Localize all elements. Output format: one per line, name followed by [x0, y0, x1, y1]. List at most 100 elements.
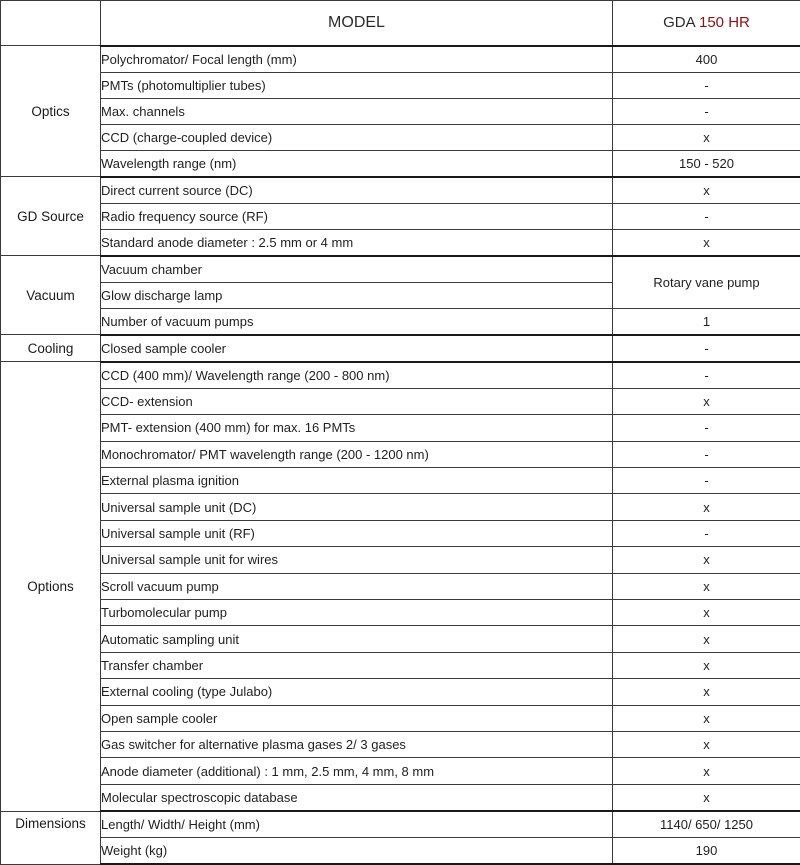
table-row: PMT- extension (400 mm) for max. 16 PMTs… [1, 415, 800, 441]
feature-label: Number of vacuum pumps [101, 308, 613, 335]
feature-label: Scroll vacuum pump [101, 573, 613, 599]
table-row: Wavelength range (nm)150 - 520 [1, 150, 800, 177]
feature-value: x [613, 758, 800, 784]
feature-label: Wavelength range (nm) [101, 150, 613, 177]
feature-value: - [613, 335, 800, 362]
feature-value: - [613, 415, 800, 441]
feature-value: x [613, 600, 800, 626]
feature-label: Anode diameter (additional) : 1 mm, 2.5 … [101, 758, 613, 784]
device-brand: GDA [663, 14, 695, 31]
feature-label: Turbomolecular pump [101, 600, 613, 626]
table-row: PMTs (photomultiplier tubes)- [1, 72, 800, 98]
header-device-label: GDA 150 HR [613, 1, 800, 46]
feature-label: Open sample cooler [101, 705, 613, 731]
feature-label: Closed sample cooler [101, 335, 613, 362]
feature-value: x [613, 731, 800, 757]
table-row: Standard anode diameter : 2.5 mm or 4 mm… [1, 229, 800, 256]
table-row: External cooling (type Julabo)x [1, 679, 800, 705]
feature-label: Standard anode diameter : 2.5 mm or 4 mm [101, 229, 613, 256]
feature-value: - [613, 468, 800, 494]
header-model-label: MODEL [101, 1, 613, 46]
device-model: 150 HR [699, 14, 750, 31]
section-group-cooling: Cooling [1, 335, 101, 362]
feature-label: CCD (400 mm)/ Wavelength range (200 - 80… [101, 362, 613, 389]
feature-value: x [613, 784, 800, 811]
feature-value: x [613, 229, 800, 256]
feature-value: Rotary vane pump [613, 256, 800, 309]
section-group-optics: Optics [1, 46, 101, 177]
feature-label: Max. channels [101, 98, 613, 124]
feature-value: x [613, 494, 800, 520]
feature-value: - [613, 72, 800, 98]
feature-value: 190 [613, 838, 800, 865]
feature-value: x [613, 679, 800, 705]
feature-label: PMT- extension (400 mm) for max. 16 PMTs [101, 415, 613, 441]
feature-label: Direct current source (DC) [101, 177, 613, 204]
feature-value: x [613, 652, 800, 678]
table-row: CCD (charge-coupled device)x [1, 124, 800, 150]
feature-label: Weight (kg) [101, 838, 613, 865]
feature-label: CCD- extension [101, 388, 613, 414]
feature-value: 150 - 520 [613, 150, 800, 177]
section-group-options: Options [1, 362, 101, 812]
feature-label: Radio frequency source (RF) [101, 203, 613, 229]
header-blank-cell [1, 1, 101, 46]
feature-label: Universal sample unit (RF) [101, 520, 613, 546]
feature-value: x [613, 547, 800, 573]
feature-label: Molecular spectroscopic database [101, 784, 613, 811]
section-group-gd-source: GD Source [1, 177, 101, 256]
feature-value: - [613, 203, 800, 229]
feature-label: Length/ Width/ Height (mm) [101, 811, 613, 838]
table-row: Weight (kg)190 [1, 838, 800, 865]
feature-value: - [613, 441, 800, 467]
feature-label: Universal sample unit (DC) [101, 494, 613, 520]
feature-label: External cooling (type Julabo) [101, 679, 613, 705]
table-row: Universal sample unit (RF)- [1, 520, 800, 546]
feature-label: External plasma ignition [101, 468, 613, 494]
feature-label: Gas switcher for alternative plasma gase… [101, 731, 613, 757]
table-row: Monochromator/ PMT wavelength range (200… [1, 441, 800, 467]
feature-value: x [613, 124, 800, 150]
feature-label: Automatic sampling unit [101, 626, 613, 652]
feature-value: x [613, 705, 800, 731]
table-row: Max. channels- [1, 98, 800, 124]
feature-label: Vacuum chamber [101, 256, 613, 283]
feature-label: Polychromator/ Focal length (mm) [101, 46, 613, 73]
table-row: Anode diameter (additional) : 1 mm, 2.5 … [1, 758, 800, 784]
feature-value: - [613, 520, 800, 546]
feature-label: CCD (charge-coupled device) [101, 124, 613, 150]
feature-value: - [613, 98, 800, 124]
feature-value: x [613, 573, 800, 599]
feature-label: Glow discharge lamp [101, 282, 613, 308]
feature-value: x [613, 626, 800, 652]
table-row: Universal sample unit (DC)x [1, 494, 800, 520]
feature-value: 1140/ 650/ 1250 [613, 811, 800, 838]
feature-label: Universal sample unit for wires [101, 547, 613, 573]
feature-label: Monochromator/ PMT wavelength range (200… [101, 441, 613, 467]
section-group-dimensions: Dimensions [1, 811, 101, 864]
feature-value: - [613, 362, 800, 389]
feature-value: 1 [613, 308, 800, 335]
section-group-vacuum: Vacuum [1, 256, 101, 335]
feature-value: 400 [613, 46, 800, 73]
feature-label: PMTs (photomultiplier tubes) [101, 72, 613, 98]
header-row: MODEL GDA 150 HR [1, 1, 800, 46]
table-row: Radio frequency source (RF)- [1, 203, 800, 229]
